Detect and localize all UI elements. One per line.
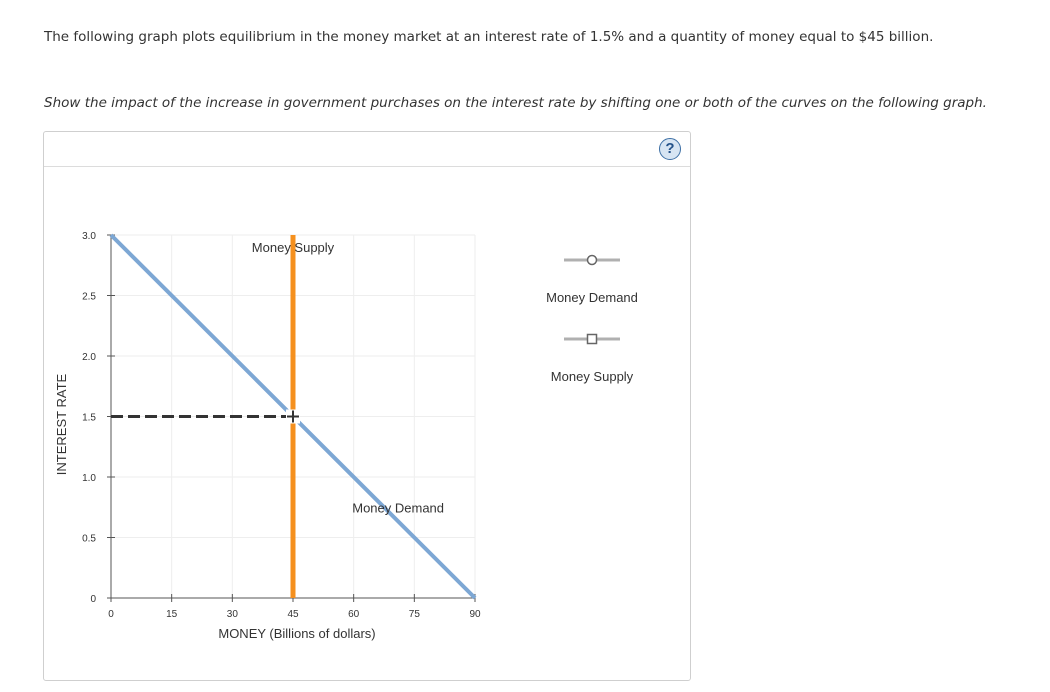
x-tick-label-30: 30 xyxy=(227,609,239,620)
x-tick-label-45: 45 xyxy=(287,609,299,620)
money-supply-legend-label: Money Supply xyxy=(550,369,634,384)
question-instruction: Show the impact of the increase in gover… xyxy=(44,95,987,111)
money-demand-legend-circle xyxy=(586,254,598,266)
panel-header: ? xyxy=(44,132,690,167)
y-tick-label-2.5: 2.5 xyxy=(82,292,96,303)
money-demand-legend-label: Money Demand xyxy=(546,290,638,305)
equilibrium-marker xyxy=(111,409,300,424)
x-tick-label-15: 15 xyxy=(166,609,178,620)
y-tick-label-0.5: 0.5 xyxy=(82,534,96,545)
y-tick-label-2: 2.0 xyxy=(82,352,96,363)
question-intro: The following graph plots equilibrium in… xyxy=(44,29,934,45)
x-axis-label: MONEY (Billions of dollars) xyxy=(218,626,375,641)
help-icon[interactable]: ? xyxy=(659,138,681,160)
money-market-chart: 0 15 30 45 60 75 90 0 0.5 1.0 1.5 2.0 2.5 3.0 MONEY (… xyxy=(54,231,481,641)
chart-ticks: 0 15 30 45 60 75 90 0 0.5 1.0 1.5 2.0 2.5 3.0 xyxy=(82,231,481,620)
y-tick-label-1: 1.0 xyxy=(82,473,96,484)
chart-labels: MONEY (Billions of dollars) INTEREST RATE… xyxy=(54,240,444,641)
x-tick-label-60: 60 xyxy=(348,609,360,620)
y-tick-label-1.5: 1.5 xyxy=(82,413,96,424)
money-supply-curve-label: Money Supply xyxy=(252,240,335,255)
money-demand-legend-icon[interactable] xyxy=(564,251,620,266)
money-supply-legend-icon[interactable] xyxy=(564,330,620,345)
graph-panel: ? 0 15 30 45 60 75 90 0 0.5 1.0 1.5 2.0 2.5 3.0 MONEY… xyxy=(43,131,691,681)
x-tick-label-90: 90 xyxy=(469,609,481,620)
y-tick-label-0: 0 xyxy=(90,594,96,605)
money-demand-curve-label: Money Demand xyxy=(352,500,444,515)
x-tick-label-75: 75 xyxy=(409,609,421,620)
y-tick-label-3: 3.0 xyxy=(82,231,96,242)
money-supply-legend-square xyxy=(586,333,598,345)
y-axis-label: INTEREST RATE xyxy=(54,373,69,475)
x-tick-label-0: 0 xyxy=(108,609,114,620)
